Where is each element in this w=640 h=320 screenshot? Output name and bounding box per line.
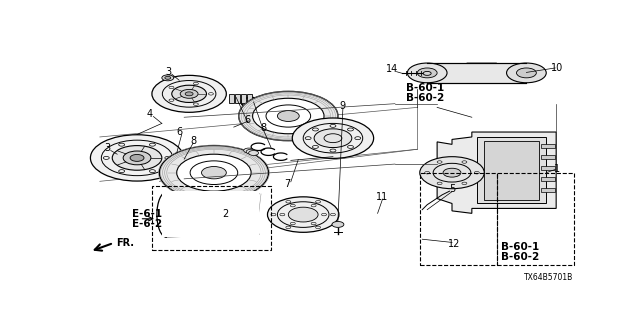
Bar bbox=[246, 94, 252, 103]
Text: 4: 4 bbox=[147, 108, 152, 118]
Circle shape bbox=[172, 85, 207, 102]
Bar bbox=[477, 137, 547, 204]
Circle shape bbox=[314, 129, 352, 148]
Text: 11: 11 bbox=[376, 192, 388, 202]
Bar bbox=[541, 144, 555, 148]
Polygon shape bbox=[437, 132, 556, 213]
Bar bbox=[175, 157, 179, 163]
Text: E-6-1: E-6-1 bbox=[132, 209, 162, 219]
Circle shape bbox=[90, 135, 184, 181]
Circle shape bbox=[443, 168, 461, 177]
Text: 9: 9 bbox=[340, 101, 346, 111]
Circle shape bbox=[277, 111, 300, 121]
Text: TX64B5701B: TX64B5701B bbox=[524, 273, 573, 282]
Text: 12: 12 bbox=[448, 239, 461, 249]
Bar bbox=[180, 157, 184, 163]
Text: 1: 1 bbox=[554, 164, 560, 174]
Circle shape bbox=[180, 89, 198, 98]
Text: 3: 3 bbox=[165, 67, 172, 77]
Circle shape bbox=[289, 207, 318, 222]
Circle shape bbox=[130, 155, 144, 161]
Text: 3: 3 bbox=[104, 143, 110, 153]
Circle shape bbox=[202, 166, 227, 179]
Bar bbox=[484, 141, 539, 200]
Text: 6: 6 bbox=[176, 126, 182, 137]
Bar bbox=[229, 94, 234, 103]
Circle shape bbox=[177, 154, 251, 191]
Circle shape bbox=[152, 75, 227, 112]
Text: 6: 6 bbox=[244, 115, 251, 125]
Circle shape bbox=[246, 149, 256, 154]
Circle shape bbox=[292, 118, 374, 158]
Bar bbox=[420, 173, 497, 265]
Bar bbox=[541, 188, 555, 192]
Bar bbox=[152, 186, 271, 250]
Circle shape bbox=[417, 68, 437, 78]
Text: FR.: FR. bbox=[116, 238, 134, 248]
Polygon shape bbox=[462, 63, 497, 83]
Circle shape bbox=[507, 63, 547, 83]
Bar bbox=[497, 173, 573, 265]
Circle shape bbox=[423, 71, 431, 75]
Bar bbox=[541, 155, 555, 159]
Bar bbox=[190, 157, 194, 163]
Text: B-60-2: B-60-2 bbox=[406, 93, 445, 103]
Bar bbox=[541, 166, 555, 170]
Bar bbox=[541, 177, 555, 181]
Text: B-60-2: B-60-2 bbox=[500, 252, 539, 262]
Text: 5: 5 bbox=[449, 184, 455, 194]
Circle shape bbox=[165, 76, 171, 79]
Text: 8: 8 bbox=[260, 123, 267, 132]
Text: 8: 8 bbox=[190, 136, 196, 146]
Bar bbox=[241, 94, 246, 103]
Circle shape bbox=[253, 98, 324, 134]
Bar bbox=[235, 94, 240, 103]
Circle shape bbox=[112, 146, 162, 170]
Circle shape bbox=[516, 68, 536, 78]
Polygon shape bbox=[162, 191, 259, 237]
Text: 10: 10 bbox=[551, 63, 563, 73]
Text: 14: 14 bbox=[387, 64, 399, 74]
Text: E-6-2: E-6-2 bbox=[132, 219, 162, 229]
Circle shape bbox=[248, 150, 259, 156]
Bar bbox=[185, 157, 189, 163]
Circle shape bbox=[239, 92, 338, 141]
Circle shape bbox=[268, 197, 339, 232]
Text: B-60-1: B-60-1 bbox=[500, 242, 539, 252]
Circle shape bbox=[185, 92, 193, 96]
Circle shape bbox=[159, 146, 269, 200]
Text: B-60-1: B-60-1 bbox=[406, 83, 445, 93]
Circle shape bbox=[123, 151, 151, 165]
Bar bbox=[428, 63, 526, 83]
Text: 7: 7 bbox=[284, 179, 291, 189]
Circle shape bbox=[162, 75, 173, 81]
Circle shape bbox=[408, 63, 447, 83]
Circle shape bbox=[420, 157, 484, 189]
Text: 2: 2 bbox=[222, 209, 228, 219]
Circle shape bbox=[332, 221, 344, 228]
Circle shape bbox=[244, 148, 253, 153]
